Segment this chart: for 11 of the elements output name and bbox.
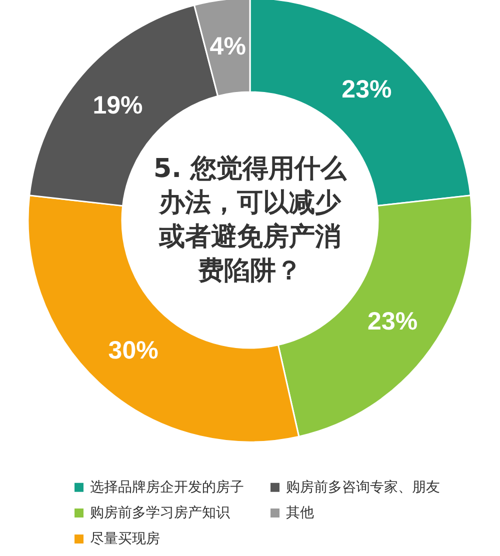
data-label: 23% (368, 308, 418, 336)
data-label: 19% (92, 91, 143, 120)
data-label: 30% (108, 336, 158, 364)
legend-label: 购房前多咨询专家、朋友 (286, 479, 440, 496)
legend-label: 尽量买现房 (90, 531, 160, 547)
legend-label: 其他 (286, 505, 314, 521)
legend-label: 选择品牌房企开发的房子 (90, 479, 244, 496)
data-label: 4% (210, 32, 246, 60)
data-label: 23% (342, 76, 392, 104)
legend-label: 购房前多学习房产知识 (90, 505, 230, 521)
text: 5. 您觉得用什么办法，可以减少或者避免房产消费陷阱？ (153, 154, 348, 286)
